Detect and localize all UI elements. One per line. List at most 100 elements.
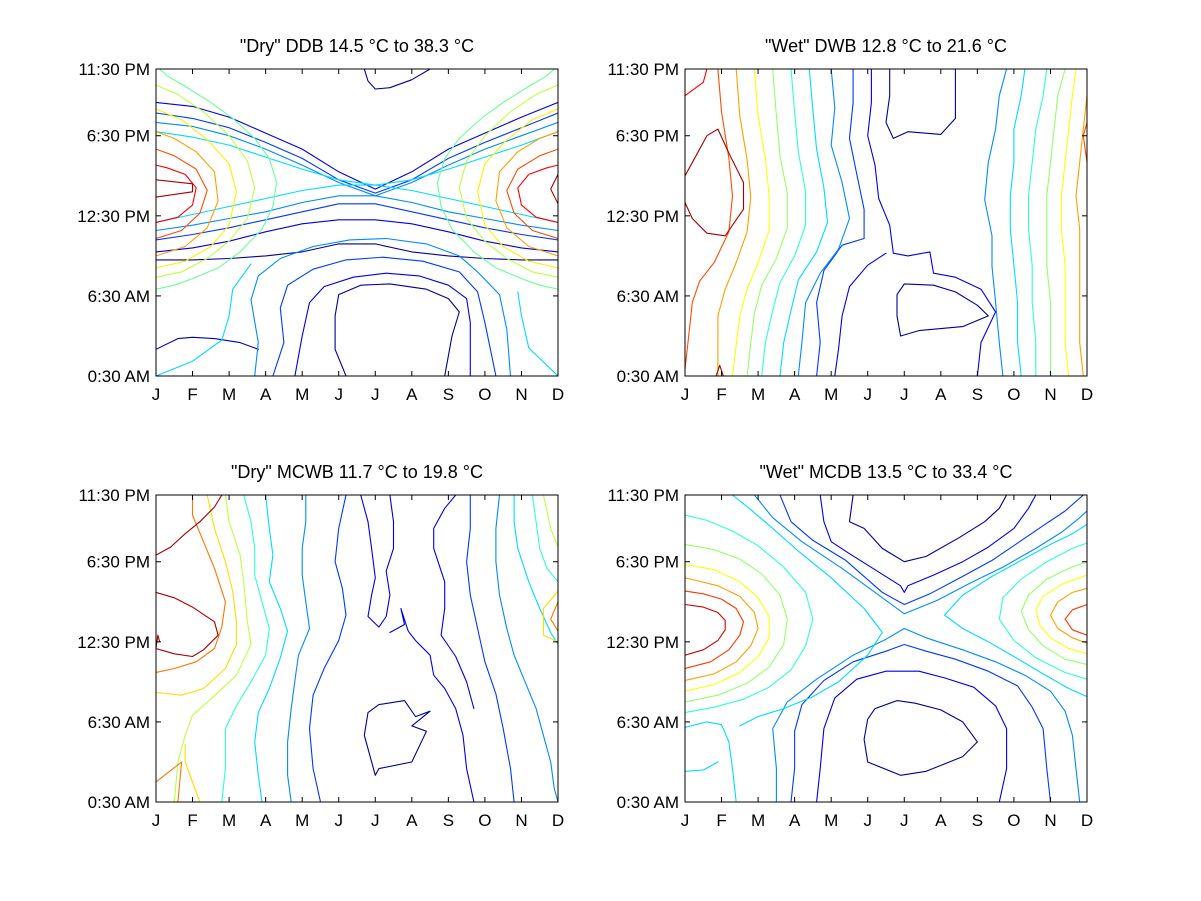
y-tick-label: 0:30 AM [617,793,679,812]
contour-line [156,495,237,696]
contour-line [834,252,887,376]
x-tick-label: J [681,385,690,404]
x-tick-label: A [789,811,801,830]
x-tick-label: S [972,811,983,830]
panel-title: "Wet" MCDB 13.5 °C to 33.4 °C [760,462,1013,482]
y-tick-label: 6:30 PM [87,127,150,146]
y-tick-label: 11:30 PM [78,486,150,505]
contour-line [685,543,788,703]
contour-line [998,542,1087,680]
contour-line [685,603,726,656]
contour-line [156,243,558,261]
x-tick-label: M [295,385,309,404]
contour-line [433,495,475,710]
x-tick-label: J [334,385,343,404]
contour-line [848,495,1008,563]
contour-line [156,179,194,198]
x-tick-label: D [552,811,564,830]
contour-line [156,69,278,290]
x-tick-label: A [260,811,272,830]
x-tick-label: O [478,811,491,830]
contour-line [156,495,226,674]
contour-line [816,237,865,376]
contour-line [896,283,989,337]
x-tick-label: O [478,385,491,404]
x-tick-label: F [716,811,726,830]
x-tick-label: M [824,385,838,404]
contour-line [477,108,558,269]
panel-dry-ddb: "Dry" DDB 14.5 °C to 38.3 °C J F M A M J J A S O N… [77,36,564,404]
contour-line [517,291,558,376]
x-tick-label: S [972,385,983,404]
contour-line [1035,574,1087,655]
contour-line [685,577,759,682]
contour-line [466,495,515,802]
y-tick-label: 12:30 PM [606,207,679,226]
contour-line [173,495,252,802]
x-tick-label: O [1007,811,1020,830]
contour-line [790,643,1052,802]
axes-frame [684,494,1088,803]
contour-line [685,128,745,237]
contour-line [363,69,431,90]
contour-line [848,69,865,240]
contour-line [513,495,558,646]
axes-frame [155,494,559,803]
contour-line [517,164,558,224]
contour-line [715,364,724,376]
x-tick-label: O [1007,385,1020,404]
contour-line [819,495,1037,593]
panel-dry-mcwb: "Dry" MCWB 11.7 °C to 19.8 °C J F M A M J J A S O… [77,462,564,830]
contour-line [389,607,475,802]
contour-line [1020,561,1087,666]
y-tick-label: 6:30 PM [87,553,150,572]
contour-line [156,336,259,350]
contour-line [1064,603,1087,636]
contour-line [863,700,978,776]
x-tick-label: J [371,385,380,404]
x-tick-label: A [260,385,272,404]
contour-lines [685,69,1087,376]
y-tick-label: 6:30 AM [617,287,679,306]
contour-line [943,523,1087,698]
y-tick-label: 12:30 PM [77,207,150,226]
x-tick-label: M [751,811,765,830]
y-tick-label: 12:30 PM [606,633,679,652]
y-tick-label: 6:30 PM [616,127,679,146]
axes-frame [684,68,1088,377]
x-tick-label: F [187,385,197,404]
panel-wet-mcdb: "Wet" MCDB 13.5 °C to 33.4 °C J F M A M J J A S O… [606,462,1093,830]
contour-line [250,237,512,376]
contour-line [542,590,558,643]
y-tick-label: 6:30 AM [617,713,679,732]
x-tick-label: M [295,811,309,830]
contour-line [685,69,734,370]
x-tick-label: N [515,385,527,404]
x-tick-label: M [751,385,765,404]
contour-line [731,69,770,376]
contour-line [797,69,851,376]
contour-line [761,69,807,376]
x-tick-label: M [824,811,838,830]
contour-line [685,721,737,802]
x-tick-label: D [1081,811,1093,830]
contour-line [363,700,431,776]
x-tick-label: J [334,811,343,830]
contour-lines [156,495,558,802]
contour-line [294,272,471,376]
contour-line [779,69,829,376]
contour-line [360,495,395,628]
y-tick-label: 11:30 PM [78,60,150,79]
x-tick-label: M [222,811,236,830]
contour-line [885,69,956,139]
contour-line [1075,95,1087,376]
y-tick-label: 6:30 PM [616,553,679,572]
x-tick-label: M [222,385,236,404]
contour-line [156,219,558,253]
contour-line [495,131,558,257]
contour-line [1060,69,1077,376]
x-tick-label: N [1044,811,1056,830]
contour-line [731,495,883,727]
y-tick-label: 0:30 AM [617,367,679,386]
contour-line [984,69,1008,376]
